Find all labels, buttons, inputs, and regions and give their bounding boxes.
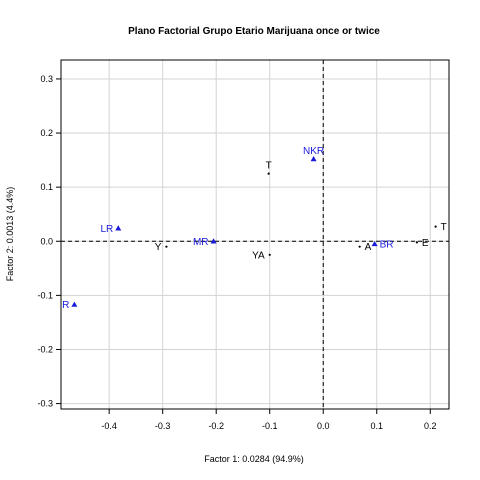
y-tick-label: 0.3 [40,74,53,84]
point-label: NKR [303,146,324,157]
x-tick-label: 0.2 [424,421,437,431]
dot-point-marker [267,172,270,175]
x-tick-label: 0.1 [370,421,383,431]
y-tick-label: 0.2 [40,128,53,138]
triangle-point-marker [310,156,317,162]
point-label: Y [155,242,162,253]
x-tick-label: -0.1 [262,421,278,431]
y-tick-label: -0.1 [37,290,53,300]
x-tick-label: -0.4 [101,421,117,431]
point-label: LR [100,224,113,235]
point-label: T [441,222,447,233]
x-tick-label: -0.3 [155,421,171,431]
y-tick-label: 0.1 [40,182,53,192]
dot-point-marker [358,245,361,248]
triangle-point-marker [115,225,122,231]
axis-ticks: -0.4 -0.3 -0.2 -0.1 0.0 0.1 0.2 -0.3 -0.2 -0.1 0.0… [37,74,436,431]
point-label: A [365,242,372,253]
y-tick-label: -0.3 [37,399,53,409]
y-tick-label: 0.0 [40,236,53,246]
x-tick-label: -0.2 [208,421,224,431]
dot-point-marker [165,245,168,248]
dot-point-marker [268,253,271,256]
grid-lines [61,60,449,409]
point-label: R [62,300,69,311]
x-axis-label: Factor 1: 0.0284 (94.9%) [204,454,304,464]
point-label: YA [252,250,265,261]
x-tick-label: 0.0 [317,421,330,431]
dot-point-marker [415,241,418,244]
triangle-point-marker [71,301,78,307]
point-label: BR [380,239,394,250]
point-label: E [422,238,429,249]
triangle-point-marker [371,240,378,247]
chart-title: Plano Factorial Grupo Etario Marijuana o… [128,26,380,37]
y-axis-label: Factor 2: 0.0013 (4.4%) [5,187,15,282]
dot-point-marker [434,225,437,228]
point-label: T [266,161,272,172]
triangle-point-marker [210,238,217,244]
point-label: MR [193,237,209,248]
y-tick-label: -0.2 [37,344,53,354]
data-points: T Y YA A E T NKR LR MR BR R [62,146,447,311]
plot-frame [60,59,450,410]
zero-reference-lines [61,60,449,409]
